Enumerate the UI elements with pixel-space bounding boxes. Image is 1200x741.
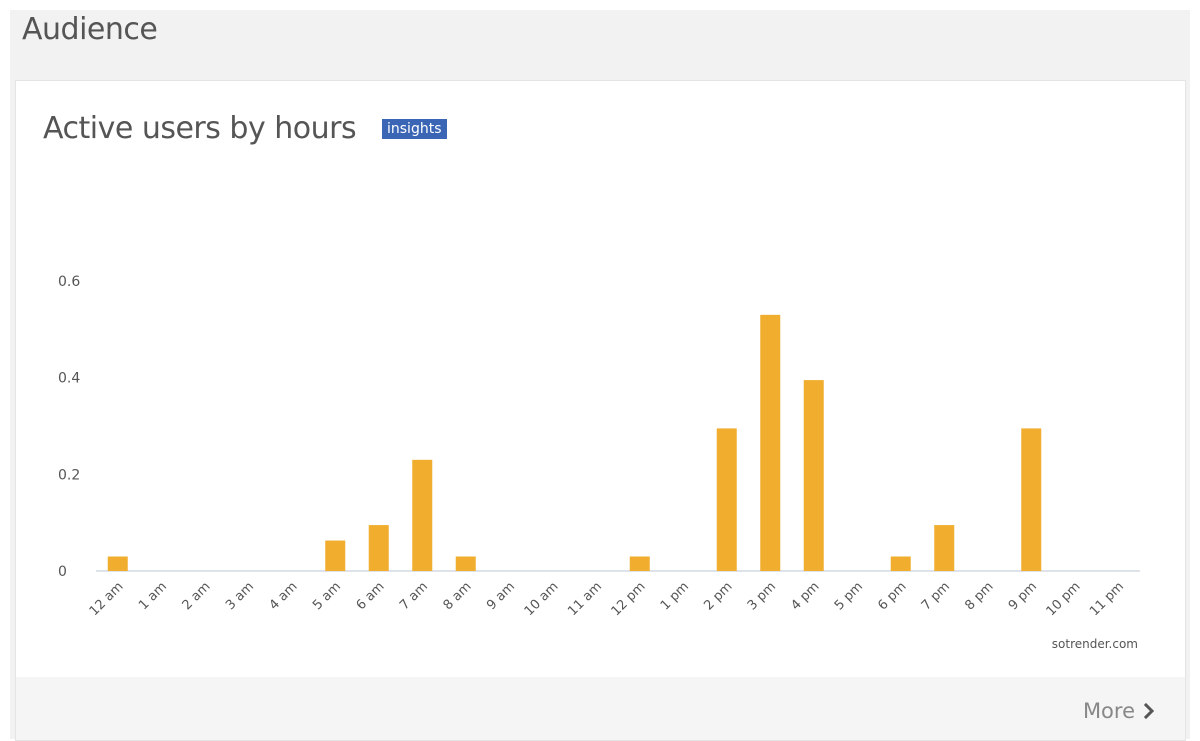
card-footer: More bbox=[16, 677, 1185, 740]
x-tick-label: 6 pm bbox=[875, 579, 909, 613]
bar[interactable] bbox=[325, 540, 346, 571]
bar[interactable] bbox=[716, 428, 737, 571]
bar[interactable] bbox=[760, 314, 781, 571]
y-tick-label: 0.2 bbox=[58, 467, 80, 483]
more-label: More bbox=[1082, 699, 1135, 723]
x-tick-label: 6 am bbox=[354, 579, 388, 613]
bar[interactable] bbox=[934, 525, 955, 571]
x-tick-label: 3 am bbox=[223, 579, 257, 613]
x-tick-label: 7 pm bbox=[919, 579, 953, 613]
x-tick-label: 12 pm bbox=[609, 579, 649, 619]
y-tick-label: 0.4 bbox=[58, 371, 80, 387]
x-tick-label: 2 pm bbox=[701, 579, 735, 613]
chart-credit: sotrender.com bbox=[1052, 637, 1138, 651]
x-tick-label: 1 am bbox=[136, 579, 170, 613]
bar[interactable] bbox=[803, 380, 824, 571]
x-tick-label: 7 am bbox=[397, 579, 431, 613]
x-tick-label: 9 am bbox=[484, 579, 518, 613]
chart-title: Active users by hours bbox=[43, 111, 357, 146]
bar[interactable] bbox=[107, 556, 128, 572]
x-tick-label: 2 am bbox=[180, 579, 214, 613]
x-tick-label: 3 pm bbox=[745, 579, 779, 613]
bar-chart: 0 0.2 0.4 0.6 12 am 1 am 2 am 3 am 4 am 5 am 6 am 7… bbox=[58, 274, 1140, 651]
x-tick-label: 9 pm bbox=[1006, 579, 1040, 613]
x-tick-label: 4 am bbox=[267, 579, 301, 613]
x-tick-label: 11 am bbox=[565, 579, 605, 619]
x-tick-label: 8 am bbox=[441, 579, 475, 613]
bar[interactable] bbox=[455, 556, 476, 572]
bar[interactable] bbox=[1021, 428, 1042, 571]
chevron-right-icon bbox=[1143, 703, 1155, 719]
bar[interactable] bbox=[368, 525, 389, 571]
x-tick-label: 1 pm bbox=[658, 579, 692, 613]
chart-card: Active users by hours insights 0 0.2 0.4 0.… bbox=[15, 80, 1186, 741]
x-tick-label: 4 pm bbox=[788, 579, 822, 613]
x-tick-label: 8 pm bbox=[962, 579, 996, 613]
audience-section: Audience Active users by hours insights … bbox=[10, 10, 1190, 741]
x-tick-label: 10 am bbox=[522, 579, 562, 619]
y-tick-label: 0.6 bbox=[58, 274, 80, 290]
bar[interactable] bbox=[629, 556, 650, 572]
x-tick-label: 5 am bbox=[310, 579, 344, 613]
bar[interactable] bbox=[890, 556, 911, 572]
x-tick-label: 11 pm bbox=[1087, 579, 1127, 619]
bar[interactable] bbox=[412, 459, 433, 571]
insights-badge[interactable]: insights bbox=[382, 119, 447, 139]
y-tick-label: 0 bbox=[58, 564, 67, 580]
more-link[interactable]: More bbox=[1083, 699, 1155, 723]
x-tick-label: 12 am bbox=[87, 579, 127, 619]
x-tick-label: 5 pm bbox=[832, 579, 866, 613]
x-tick-label: 10 pm bbox=[1044, 579, 1084, 619]
section-title: Audience bbox=[22, 12, 158, 47]
